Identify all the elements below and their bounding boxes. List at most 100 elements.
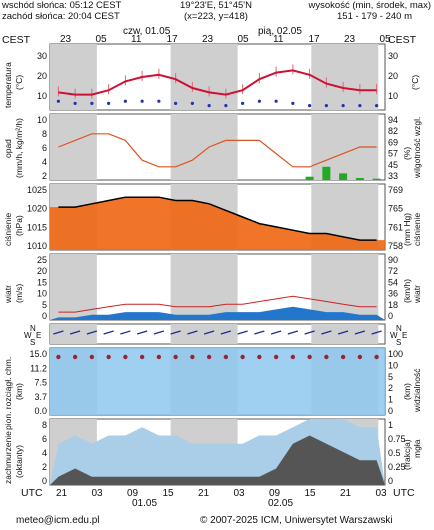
temp-tick: 30 xyxy=(37,51,47,61)
wind-tick: 0 xyxy=(42,311,47,321)
bottom-hour-label: 21 xyxy=(56,488,68,499)
cloud-top-dot xyxy=(240,354,245,360)
cloud-top-dot xyxy=(190,354,195,360)
wind-tick: 10 xyxy=(37,289,47,299)
fog-tick: 0.5 xyxy=(388,448,401,458)
wind-dir-arrow xyxy=(270,330,282,335)
compass-w-right: W xyxy=(390,331,398,340)
dewpoint-dot xyxy=(123,99,127,103)
dewpoint-dot xyxy=(224,104,228,108)
tz-left: CEST xyxy=(2,34,31,46)
precip-bar xyxy=(339,173,348,180)
top-hour-label: 17 xyxy=(167,34,179,45)
humidity-line xyxy=(58,133,377,168)
wind-tick-right: 0 xyxy=(388,311,393,321)
cloud-top-dot xyxy=(290,354,296,360)
fog-tick: 0 xyxy=(388,476,393,486)
precip-bar xyxy=(305,176,314,180)
wind-tick-right: 54 xyxy=(388,277,398,287)
humidity-tick: 69 xyxy=(388,137,398,147)
cover-tick: 0 xyxy=(42,476,47,486)
temp-tick: 10 xyxy=(37,91,47,101)
visibility-tick: 1 xyxy=(388,395,393,405)
dewpoint-dot xyxy=(308,104,312,108)
cloudext-tick: 7.5 xyxy=(34,378,47,388)
altitude-values: 151 - 179 - 240 m xyxy=(337,11,412,22)
bottom-hour-label: 03 xyxy=(234,488,246,499)
compass-s-right: S xyxy=(396,338,401,347)
cover-tick: 8 xyxy=(42,420,47,430)
wind-dir-arrow xyxy=(203,330,215,335)
day1-label: czw, 01.05 xyxy=(123,26,171,37)
tz-bottom-right: UTC xyxy=(393,487,415,499)
sky-fill xyxy=(50,348,385,415)
sunset-text: zachód słońca: 20:04 CEST xyxy=(2,11,120,22)
compass-s: S xyxy=(30,338,35,347)
top-hour-label: 23 xyxy=(202,34,214,45)
wind-dir-arrow xyxy=(136,330,148,335)
pressure-line xyxy=(58,196,377,241)
dewpoint-dot xyxy=(324,104,328,108)
precip-bar xyxy=(355,178,364,180)
bottom-hour-label: 09 xyxy=(127,488,139,499)
wind-dir-arrow xyxy=(153,330,165,335)
cloudext-tick: 0.0 xyxy=(34,406,47,416)
top-hour-label: 23 xyxy=(344,34,356,45)
cloud-top-dot xyxy=(123,354,128,360)
bottom-hour-label: 15 xyxy=(305,488,317,499)
dewpoint-dot xyxy=(174,101,178,105)
cloud-top-dot xyxy=(72,354,78,360)
cloudext-tick: 15.0 xyxy=(29,349,47,359)
dewpoint-dot xyxy=(207,104,211,108)
altitude-title: wysokość (min, środek, max) xyxy=(308,0,431,11)
dewpoint-dot xyxy=(73,101,77,105)
cover-tick: 4 xyxy=(42,448,47,458)
date2-label: 02.05 xyxy=(268,498,294,509)
dewpoint-dot xyxy=(56,99,60,103)
cloud-top-dot xyxy=(173,354,178,360)
pressure-tick: 1020 xyxy=(27,204,47,214)
fog-tick: 0.25 xyxy=(388,462,406,472)
humidity-tick: 45 xyxy=(388,160,398,170)
top-hour-label: 11 xyxy=(273,34,284,45)
top-hour-label: 11 xyxy=(131,34,142,45)
precip-tick: 8 xyxy=(42,129,47,139)
fog-tick: 0.75 xyxy=(388,434,406,444)
wind-tick-right: 18 xyxy=(388,300,398,310)
pressure-tick-right: 769 xyxy=(388,185,403,195)
dewpoint-dot xyxy=(190,101,194,105)
temp-tick-right: 30 xyxy=(388,51,398,61)
footer-email[interactable]: meteo@icm.edu.pl xyxy=(16,515,100,526)
wind-gust-line xyxy=(58,295,377,313)
top-hour-label: 05 xyxy=(96,34,108,45)
precip-tick: 2 xyxy=(42,171,47,181)
low-cloud-area xyxy=(50,435,385,485)
temp-tick: 20 xyxy=(37,71,47,81)
cloud-top-dot xyxy=(89,354,95,360)
temp-tick-right: 10 xyxy=(388,91,398,101)
humidity-tick: 82 xyxy=(388,126,398,136)
wind-dir-arrow xyxy=(53,330,64,335)
pressure-tick: 1015 xyxy=(27,222,47,232)
wind-dir-arrow xyxy=(120,330,131,335)
visibility-tick: 100 xyxy=(388,349,403,359)
sunrise-text: wschód słońca: 05:12 CEST xyxy=(2,0,122,11)
night-band xyxy=(50,254,97,320)
pressure-tick-right: 758 xyxy=(388,241,403,251)
humidity-tick: 33 xyxy=(388,171,398,181)
precip-bar xyxy=(372,178,381,180)
bottom-hour-label: 03 xyxy=(92,488,104,499)
cloud-top-dot xyxy=(324,354,329,360)
precip-tick: 10 xyxy=(37,115,47,125)
visibility-tick: 10 xyxy=(388,360,398,370)
night-band xyxy=(170,44,238,110)
bottom-hour-label: 09 xyxy=(269,488,281,499)
precip-tick: 4 xyxy=(42,157,47,167)
grid-text: (x=223, y=418) xyxy=(184,11,248,22)
wind-dir-arrow xyxy=(254,330,265,335)
night-band xyxy=(50,114,97,180)
bottom-hour-label: 15 xyxy=(163,488,175,499)
top-hour-label: 17 xyxy=(309,34,321,45)
dewpoint-dot xyxy=(107,101,111,105)
